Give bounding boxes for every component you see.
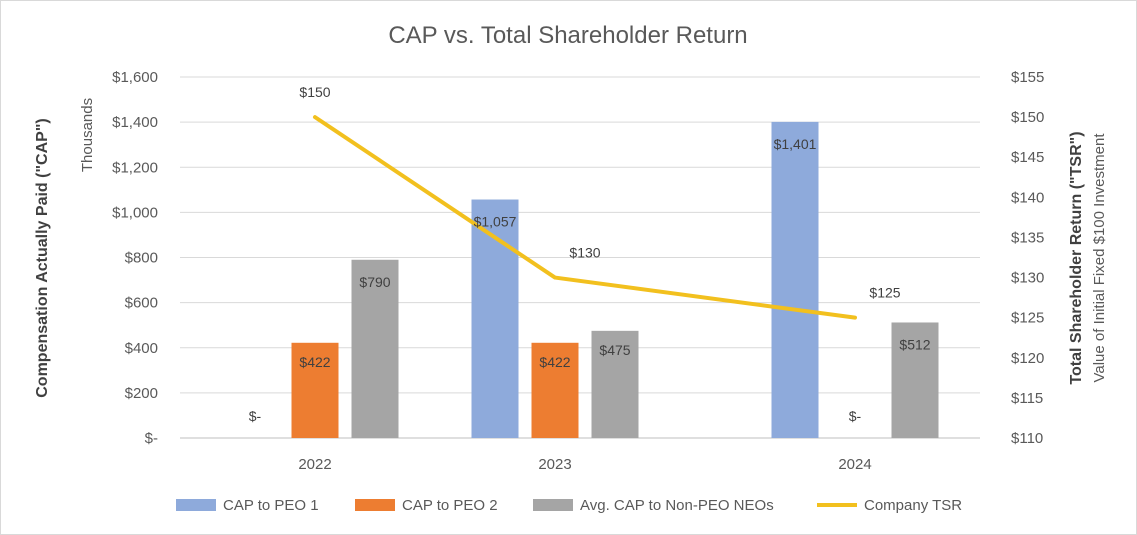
legend-label: Company TSR [864, 497, 962, 514]
legend-swatch [533, 499, 573, 511]
tsr-data-label: $125 [869, 285, 900, 301]
bar [771, 121, 819, 438]
bars-group [291, 121, 939, 438]
y-axis-right-ticks: $110 $115 $120 $125 $130 $135 $140 $145 $150 $155 [1011, 69, 1044, 447]
y2-tick-label: $155 [1011, 69, 1044, 86]
bar-data-label: $- [849, 408, 862, 424]
y2-tick-label: $150 [1011, 109, 1044, 126]
y-tick-label: $1,400 [112, 114, 158, 131]
legend-swatch [176, 499, 216, 511]
y-tick-label: $1,600 [112, 69, 158, 86]
bar-data-label: $422 [539, 354, 570, 370]
y-tick-label: $400 [125, 340, 158, 357]
y2-tick-label: $115 [1011, 390, 1043, 407]
bar-data-label: $1,401 [774, 136, 817, 152]
tsr-data-label: $130 [569, 245, 600, 261]
y-axis-right-subtitle: Value of Initial Fixed $100 Investment [1091, 133, 1108, 383]
y-axis-right-title: Total Shareholder Return ("TSR") [1068, 131, 1085, 384]
y-tick-label: $1,200 [112, 159, 158, 176]
y2-tick-label: $130 [1011, 270, 1044, 287]
y-tick-label: $1,000 [112, 204, 158, 221]
bar [351, 259, 399, 438]
x-tick-label: 2022 [298, 456, 331, 473]
y2-tick-label: $140 [1011, 189, 1044, 206]
y-axis-left-units: Thousands [79, 98, 96, 172]
chart-title: CAP vs. Total Shareholder Return [388, 22, 747, 49]
y2-tick-label: $120 [1011, 350, 1044, 367]
y-tick-label: $200 [125, 385, 158, 402]
y-tick-label: $600 [125, 295, 158, 312]
bar-data-label: $512 [899, 336, 930, 352]
y2-tick-label: $125 [1011, 310, 1044, 327]
bar [291, 342, 339, 438]
x-tick-label: 2024 [838, 456, 871, 473]
x-axis-ticks: 2022 2023 2024 [298, 456, 871, 473]
bar-data-label: $790 [359, 274, 390, 290]
legend: CAP to PEO 1 CAP to PEO 2 Avg. CAP to Non-… [176, 497, 962, 514]
y-tick-label: $800 [125, 250, 158, 267]
y2-tick-label: $110 [1011, 430, 1043, 447]
y-tick-label: $- [145, 430, 158, 447]
y-axis-left-title: Compensation Actually Paid ("CAP") [34, 118, 51, 398]
bar-data-label: $422 [299, 354, 330, 370]
bar-data-label: $- [249, 408, 262, 424]
y-axis-left-ticks: $- $200 $400 $600 $800 $1,000 $1,200 $1,400 $1,6… [112, 69, 158, 447]
x-tick-label: 2023 [538, 456, 571, 473]
tsr-line-group [313, 115, 857, 320]
bar [591, 330, 639, 438]
legend-label: Avg. CAP to Non-PEO NEOs [580, 497, 774, 514]
legend-swatch [355, 499, 395, 511]
y2-tick-label: $135 [1011, 229, 1044, 246]
bar-data-label: $475 [599, 342, 630, 358]
data-labels-group: $- $1,057 $1,401 $422 $422 $- $790 $475 $512 $150… [249, 84, 931, 424]
bar [891, 322, 939, 438]
tsr-line [313, 115, 857, 320]
bar-data-label: $1,057 [474, 214, 517, 230]
y2-tick-label: $145 [1011, 149, 1044, 166]
tsr-data-label: $150 [299, 84, 330, 100]
legend-label: CAP to PEO 1 [223, 497, 319, 514]
bar [531, 342, 579, 438]
legend-label: CAP to PEO 2 [402, 497, 498, 514]
